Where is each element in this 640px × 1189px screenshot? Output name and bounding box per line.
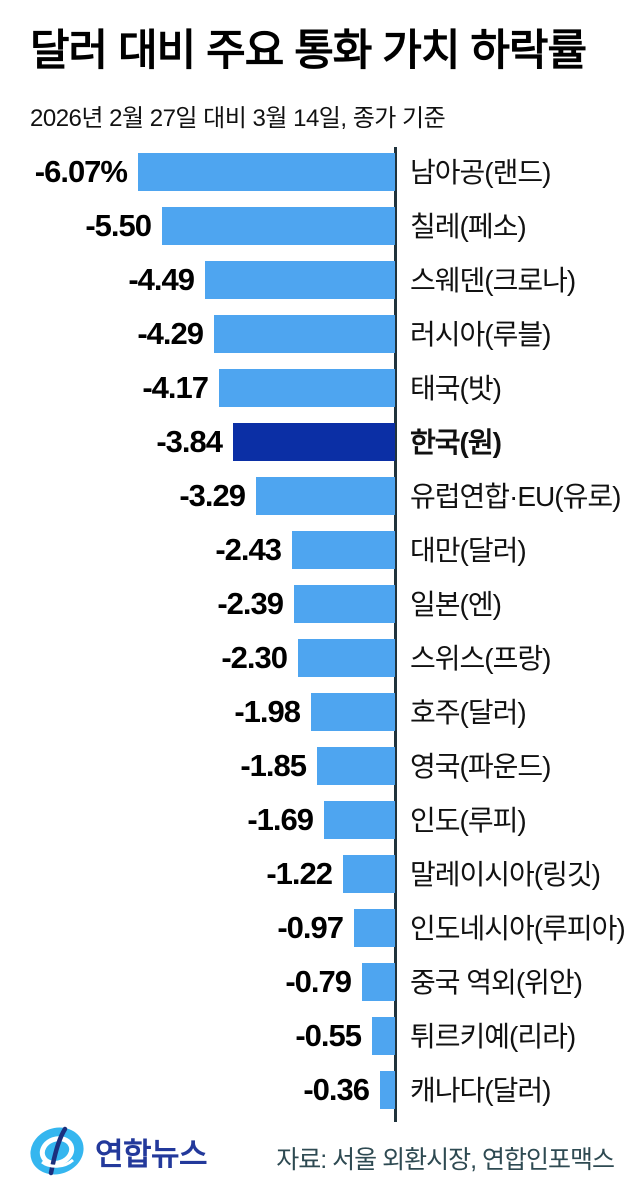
bar — [298, 639, 395, 677]
bar — [219, 369, 395, 407]
country-label: 영국(파운드) — [410, 751, 551, 782]
value-label: -0.36 — [303, 1072, 370, 1107]
bar — [362, 963, 395, 1001]
bar-row: -0.55 튀르키예(리라) — [0, 1017, 640, 1055]
value-label: -2.30 — [221, 640, 288, 675]
country-label: 말레이시아(링깃) — [410, 859, 601, 890]
bar — [317, 747, 395, 785]
bar — [214, 315, 395, 353]
country-label: 캐나다(달러) — [410, 1075, 551, 1106]
value-label: -4.49 — [128, 262, 195, 297]
value-label: -0.55 — [295, 1018, 362, 1053]
bar — [354, 909, 395, 947]
value-label: -3.84 — [156, 424, 223, 459]
yonhap-logo: 연합뉴스 — [28, 1124, 208, 1178]
country-label: 튀르키예(리라) — [410, 1021, 576, 1052]
bar-row: -0.79 중국 역외(위안) — [0, 963, 640, 1001]
bar-row: -0.97 인도네시아(루피아) — [0, 909, 640, 947]
value-label: -6.07% — [34, 154, 128, 189]
value-label: -1.69 — [247, 802, 314, 837]
country-label: 러시아(루블) — [410, 319, 551, 350]
bar-row: -1.22 말레이시아(링깃) — [0, 855, 640, 893]
bar — [162, 207, 395, 245]
bar-row: -3.29 유럽연합·EU(유로) — [0, 477, 640, 515]
bar — [311, 693, 395, 731]
bar — [372, 1017, 395, 1055]
country-label: 인도(루피) — [410, 805, 527, 836]
value-label: -1.22 — [266, 856, 333, 891]
country-label: 대만(달러) — [410, 535, 527, 566]
value-label: -5.50 — [85, 208, 152, 243]
value-label: -0.79 — [285, 964, 352, 999]
country-label: 스위스(프랑) — [410, 643, 551, 674]
country-label: 유럽연합·EU(유로) — [410, 481, 621, 512]
country-label: 한국(원) — [410, 427, 502, 458]
source-credit: 자료: 서울 외환시장, 연합인포맥스 — [276, 1146, 615, 1174]
value-label: -2.39 — [217, 586, 284, 621]
page-title: 달러 대비 주요 통화 가치 하락률 — [30, 27, 587, 75]
bar — [343, 855, 395, 893]
yonhap-logo-text: 연합뉴스 — [95, 1136, 208, 1172]
bar — [233, 423, 395, 461]
axis-baseline — [394, 147, 397, 1122]
country-label: 칠레(페소) — [410, 211, 527, 242]
bar — [294, 585, 395, 623]
value-label: -0.97 — [277, 910, 344, 945]
bar — [256, 477, 395, 515]
value-label: -1.98 — [234, 694, 301, 729]
bar-row: -4.29 러시아(루블) — [0, 315, 640, 353]
country-label: 스웨덴(크로나) — [410, 265, 576, 296]
value-label: -4.29 — [137, 316, 204, 351]
bar — [292, 531, 395, 569]
bar-row: -4.49 스웨덴(크로나) — [0, 261, 640, 299]
bar-row: -1.69 인도(루피) — [0, 801, 640, 839]
country-label: 남아공(랜드) — [410, 157, 551, 188]
bar-row: -1.85 영국(파운드) — [0, 747, 640, 785]
bar-row: -6.07% 남아공(랜드) — [0, 153, 640, 191]
value-label: -1.85 — [240, 748, 307, 783]
bar-row: -0.36 캐나다(달러) — [0, 1071, 640, 1109]
bar-row: -4.17 태국(밧) — [0, 369, 640, 407]
bar-row: -5.50 칠레(페소) — [0, 207, 640, 245]
bar-row: -2.30 스위스(프랑) — [0, 639, 640, 677]
bar-row: -1.98 호주(달러) — [0, 693, 640, 731]
bar-row: -2.43 대만(달러) — [0, 531, 640, 569]
country-label: 인도네시아(루피아) — [410, 913, 626, 944]
value-label: -4.17 — [142, 370, 209, 405]
bar — [205, 261, 395, 299]
bar — [138, 153, 395, 191]
bar-row: -2.39 일본(엔) — [0, 585, 640, 623]
bar-row: -3.84 한국(원) — [0, 423, 640, 461]
page-subtitle: 2026년 2월 27일 대비 3월 14일, 종가 기준 — [30, 105, 446, 132]
country-label: 중국 역외(위안) — [410, 967, 583, 998]
value-label: -3.29 — [179, 478, 246, 513]
country-label: 일본(엔) — [410, 589, 502, 620]
bar — [324, 801, 395, 839]
yonhap-logo-icon — [28, 1124, 86, 1178]
country-label: 호주(달러) — [410, 697, 527, 728]
bar — [380, 1071, 395, 1109]
value-label: -2.43 — [215, 532, 282, 567]
country-label: 태국(밧) — [410, 373, 502, 404]
